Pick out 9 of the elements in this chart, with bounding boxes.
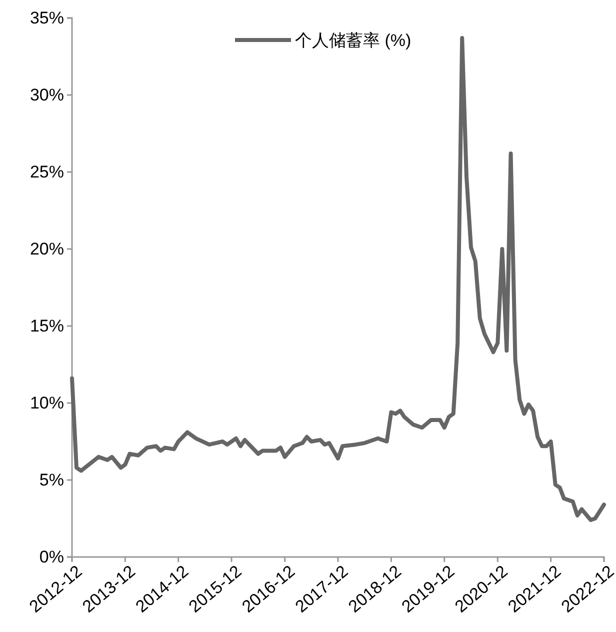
y-tick-label: 0%: [39, 547, 64, 566]
y-tick-label: 30%: [30, 85, 64, 104]
y-tick-label: 5%: [39, 470, 64, 490]
y-tick-label: 25%: [30, 162, 64, 182]
y-tick-label: 20%: [30, 239, 64, 258]
y-tick-label: 15%: [30, 316, 64, 336]
y-tick-label: 35%: [30, 8, 64, 28]
legend-label: 个人储蓄率 (%): [295, 31, 412, 50]
y-tick-label: 10%: [30, 393, 64, 412]
